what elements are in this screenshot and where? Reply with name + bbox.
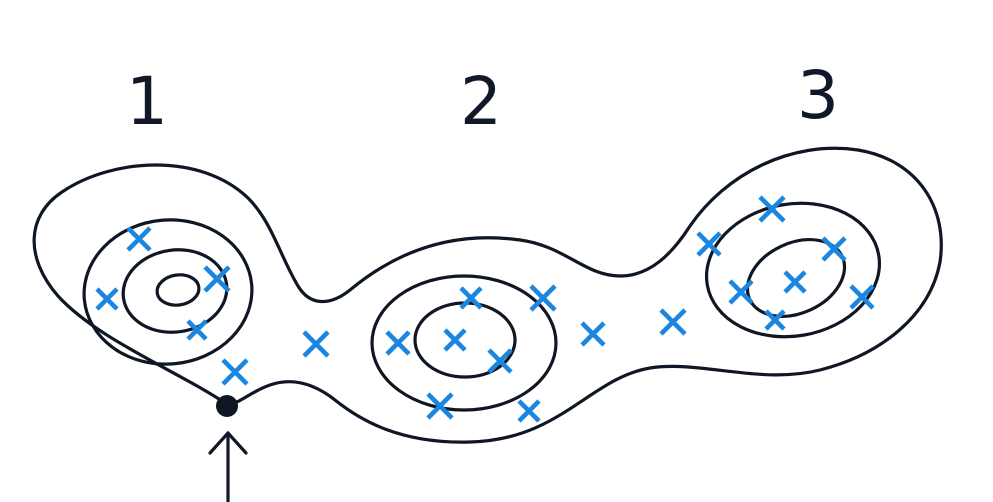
data-point (659, 308, 687, 336)
data-point (849, 284, 875, 310)
data-point (728, 279, 754, 305)
data-point (580, 321, 606, 347)
outer-contour (32, 146, 943, 444)
mode2-contour-outer (370, 274, 558, 412)
data-point (487, 348, 513, 374)
data-point (696, 231, 722, 257)
data-point (821, 236, 847, 262)
data-point (783, 270, 807, 294)
data-point (186, 319, 208, 341)
data-point (758, 195, 786, 223)
data-point (203, 265, 231, 293)
mode1-contour-middle (121, 248, 229, 334)
data-point (529, 284, 557, 312)
data-point (517, 399, 541, 423)
data-point (126, 226, 152, 252)
saddle-point-arrow (208, 431, 248, 502)
data-point (221, 358, 249, 386)
data-point (95, 287, 119, 311)
mode2-contour-inner (413, 301, 517, 379)
data-point (426, 392, 454, 420)
saddle-point-marker (216, 395, 238, 417)
mode-label-1: 1 (126, 63, 168, 140)
data-point (443, 328, 467, 352)
data-points (95, 195, 875, 423)
data-point (764, 309, 786, 331)
mode1-contour-outer (82, 218, 254, 366)
data-point (302, 330, 330, 358)
data-point (385, 330, 411, 356)
mode1-contour-inner (155, 273, 201, 307)
mode-label-2: 2 (460, 63, 502, 140)
mode3-contour-outer (704, 201, 882, 339)
data-point (459, 286, 483, 310)
mode-label-3: 3 (797, 57, 839, 134)
